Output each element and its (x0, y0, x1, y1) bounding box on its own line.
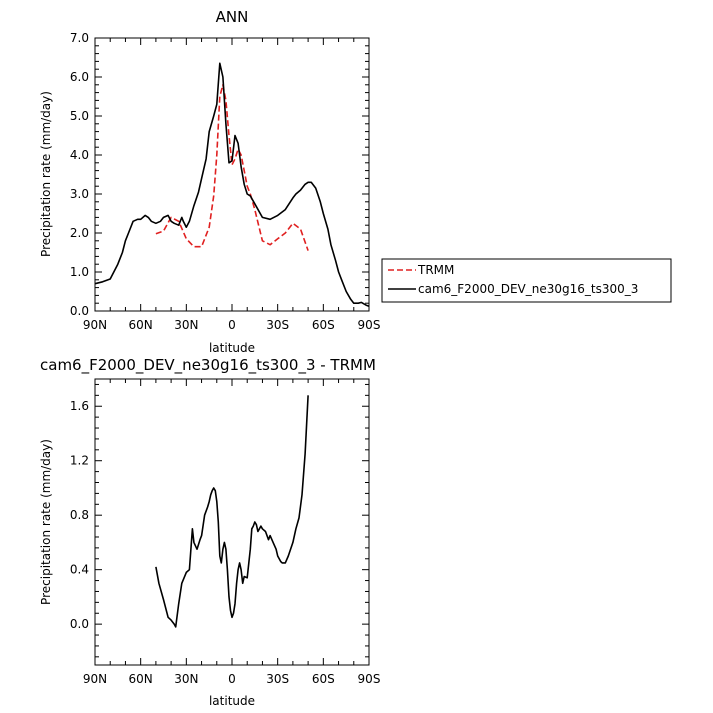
top-y-tick-label: 3.0 (70, 187, 89, 201)
bottom-x-tick-label: 30S (266, 672, 289, 686)
top-y-tick-label: 5.0 (70, 109, 89, 123)
bottom-y-axis-label: Precipitation rate (mm/day) (39, 439, 53, 605)
top-y-axis-label: Precipitation rate (mm/day) (39, 91, 53, 257)
bottom-y-tick-label: 0.0 (70, 617, 89, 631)
top-y-tick-label: 7.0 (70, 31, 89, 45)
top-x-tick-labels: 90N 60N 30N 0 30S 60S 90S (83, 318, 381, 332)
top-series-line-1 (94, 62, 370, 308)
top-x-tick-label: 0 (228, 318, 236, 332)
bottom-x-tick-label: 30N (174, 672, 198, 686)
top-x-tick-label: 60N (129, 318, 153, 332)
top-axis-ticks (94, 37, 370, 312)
top-y-tick-label: 2.0 (70, 226, 89, 240)
top-plot-frame (94, 37, 370, 312)
legend-label-cam6: cam6_F2000_DEV_ne30g16_ts300_3 (418, 282, 638, 296)
top-x-tick-label: 60S (312, 318, 335, 332)
bottom-x-axis-label: latitude (209, 694, 255, 708)
bottom-y-tick-label: 1.2 (70, 454, 89, 468)
top-y-tick-label: 0.0 (70, 304, 89, 318)
bottom-series-lines (155, 395, 309, 628)
bottom-plot-frame (94, 378, 370, 666)
top-panel-title: ANN (216, 8, 249, 26)
top-x-tick-label: 90S (358, 318, 381, 332)
top-x-tick-label: 30S (266, 318, 289, 332)
top-series-line-0 (155, 84, 309, 251)
top-series-lines (94, 62, 370, 308)
legend: TRMM cam6_F2000_DEV_ne30g16_ts300_3 (381, 258, 672, 303)
bottom-x-tick-label: 60N (129, 672, 153, 686)
bottom-y-tick-label: 1.6 (70, 399, 89, 413)
top-x-tick-label: 90N (83, 318, 107, 332)
bottom-panel-title: cam6_F2000_DEV_ne30g16_ts300_3 - TRMM (40, 356, 376, 375)
top-y-tick-label: 4.0 (70, 148, 89, 162)
bottom-x-tick-label: 60S (312, 672, 335, 686)
bottom-y-tick-labels: 0.0 0.4 0.8 1.2 1.6 (70, 399, 89, 631)
top-y-tick-labels: 0.0 1.0 2.0 3.0 4.0 5.0 6.0 7.0 (70, 31, 89, 318)
bottom-x-tick-label: 90N (83, 672, 107, 686)
bottom-y-tick-label: 0.8 (70, 508, 89, 522)
legend-box (381, 258, 672, 303)
bottom-panel: cam6_F2000_DEV_ne30g16_ts300_3 - TRMM 90… (39, 356, 380, 708)
bottom-x-tick-label: 0 (228, 672, 236, 686)
top-y-tick-label: 6.0 (70, 70, 89, 84)
bottom-x-tick-labels: 90N 60N 30N 0 30S 60S 90S (83, 672, 381, 686)
top-x-axis-label: latitude (209, 341, 255, 355)
bottom-axis-ticks (94, 379, 370, 665)
top-y-tick-label: 1.0 (70, 265, 89, 279)
bottom-x-tick-label: 90S (358, 672, 381, 686)
top-panel: ANN 90N 60N 30N 0 30S 60S 90S 0.0 1.0 2.0 3.0 4.0 5… (39, 8, 380, 355)
bottom-y-tick-label: 0.4 (70, 563, 89, 577)
legend-label-trmm: TRMM (417, 263, 454, 277)
top-x-tick-label: 30N (174, 318, 198, 332)
bottom-series-line-0 (155, 395, 309, 628)
